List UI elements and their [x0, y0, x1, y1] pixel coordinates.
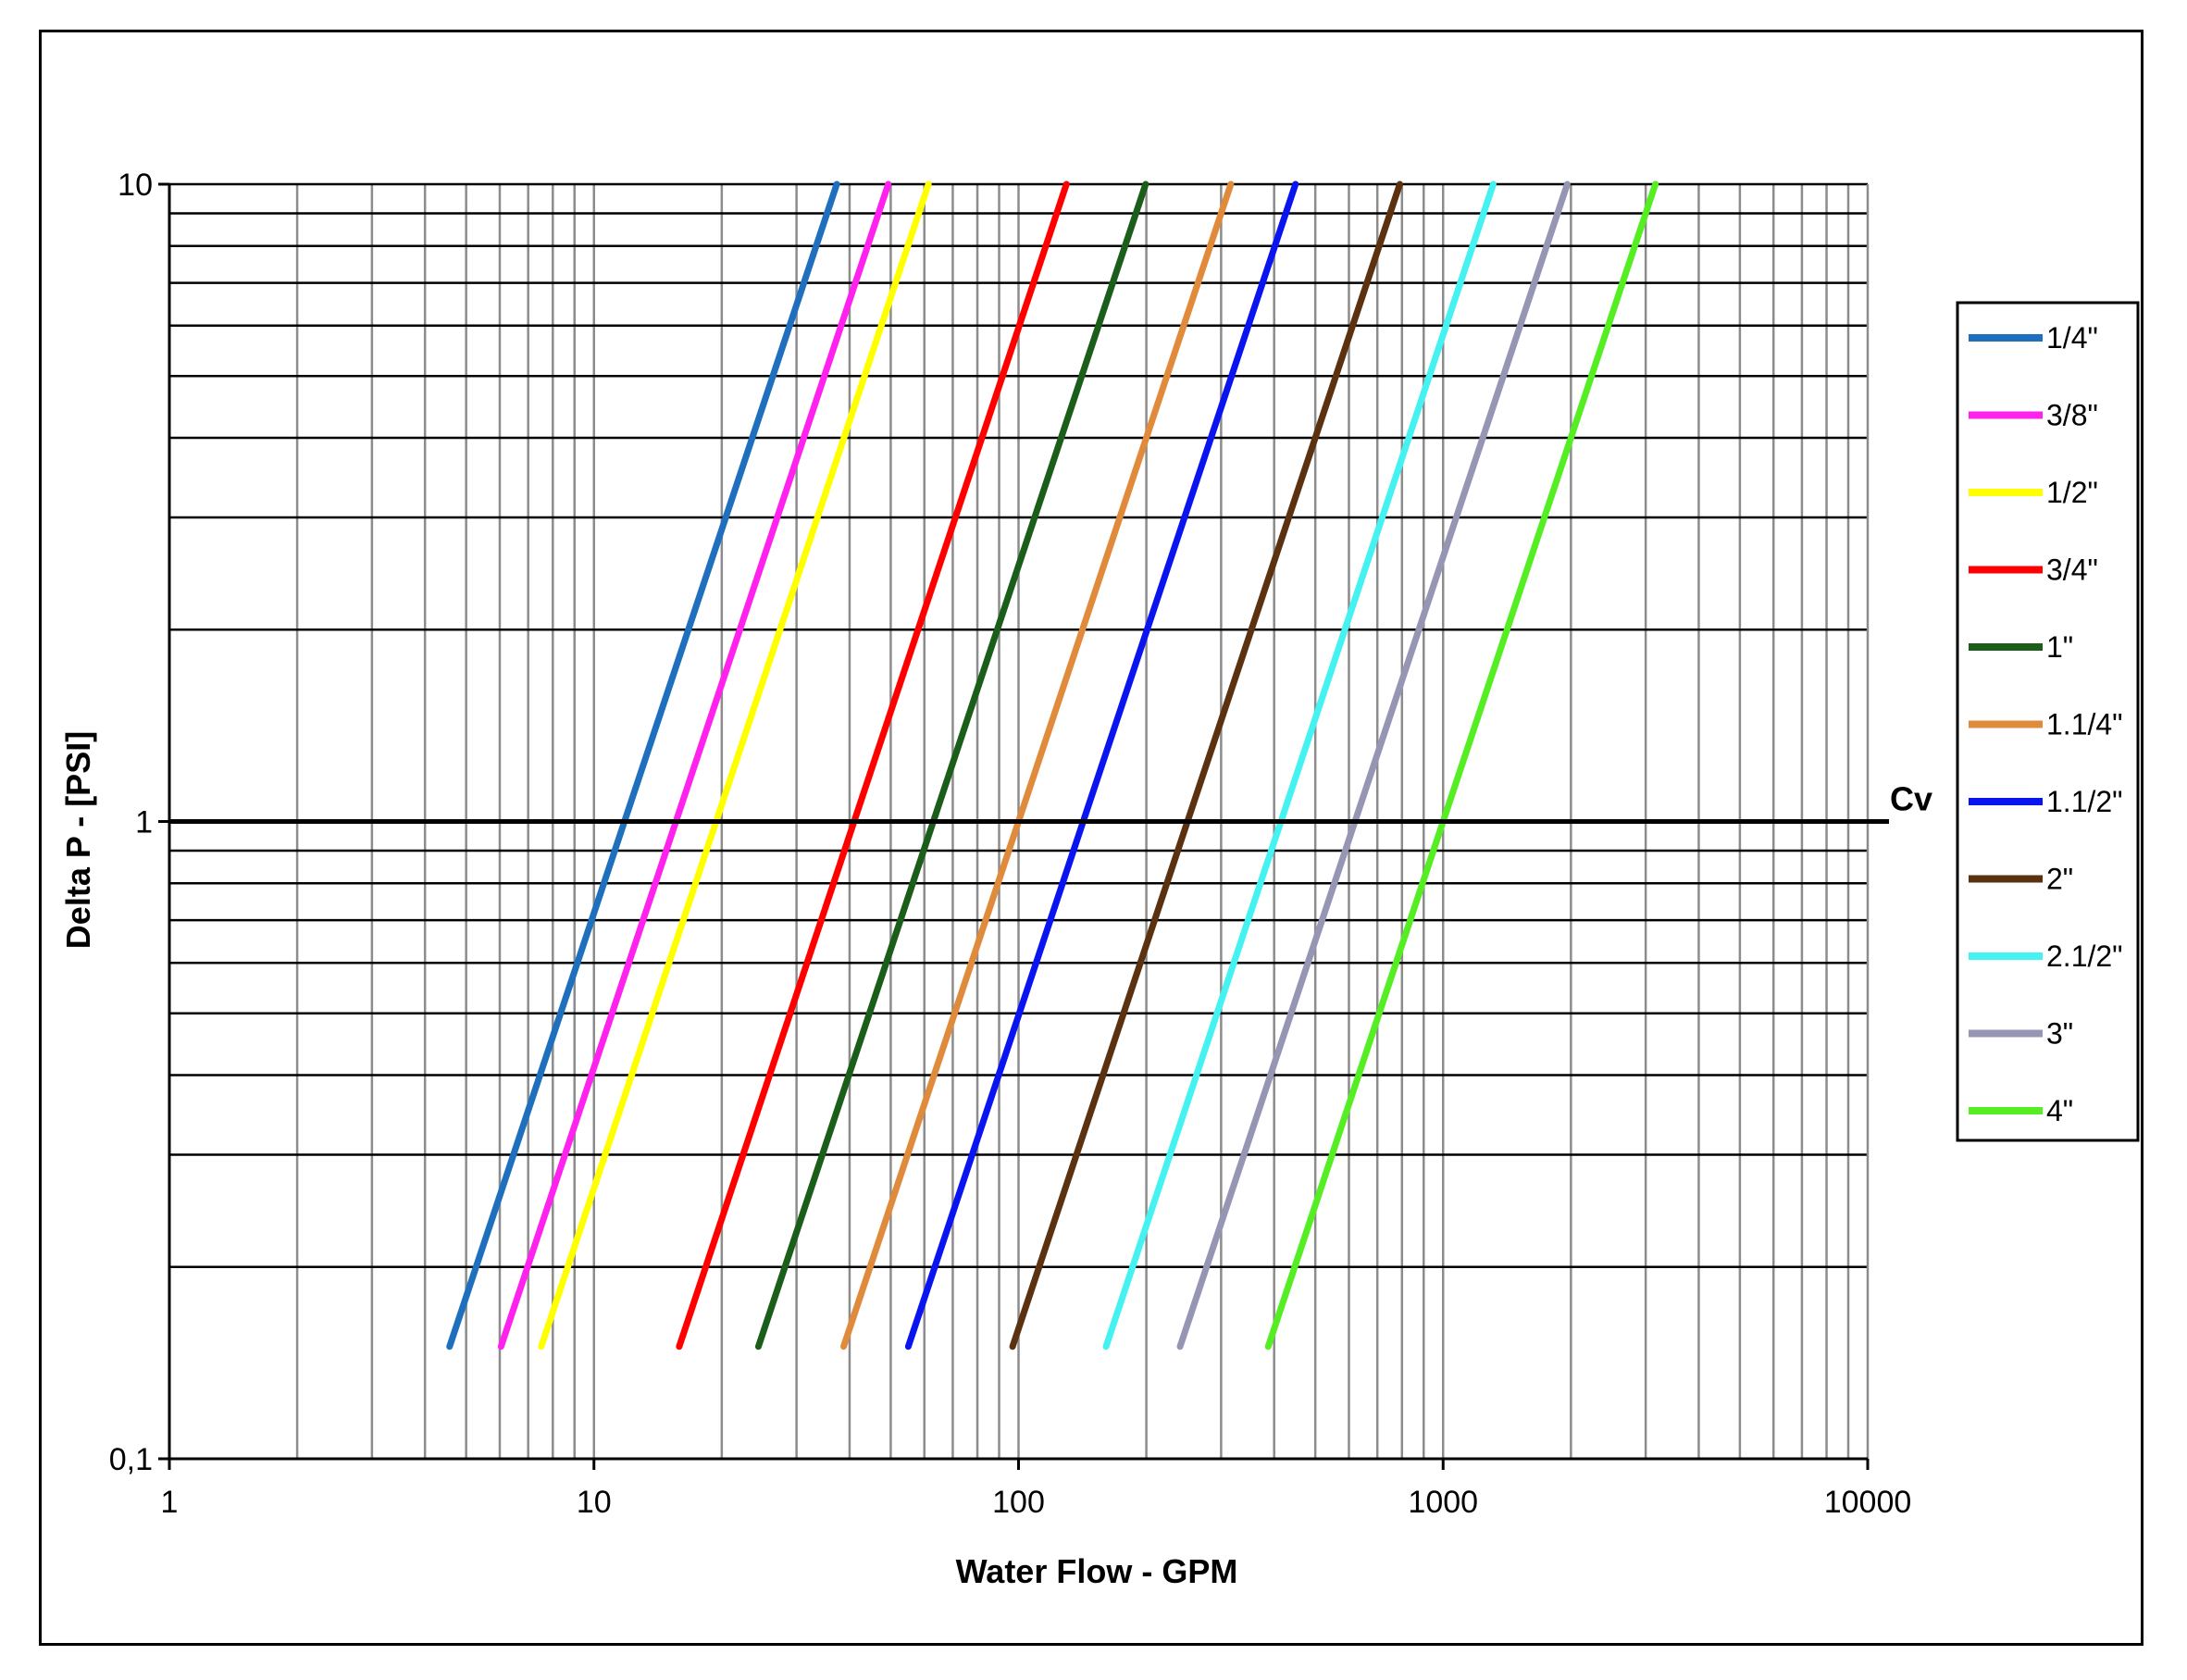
- legend-label-9: 3": [2046, 1017, 2073, 1051]
- legend: 1/4" 3/8" 1/2" 3/4" 1" 1.1/4" 1.1/2" 2" 2.1/2" 3"…: [1956, 301, 2140, 1142]
- x-tick-label: 1000: [1408, 1485, 1478, 1520]
- x-tick-label: 1: [161, 1485, 179, 1520]
- y-tick-label: 1: [135, 805, 153, 840]
- legend-label-0: 1/4": [2046, 321, 2098, 355]
- x-tick-label: 10: [577, 1485, 612, 1520]
- x-axis-title: Water Flow - GPM: [956, 1552, 1238, 1590]
- legend-label-10: 4": [2046, 1094, 2073, 1127]
- legend-label-3: 3/4": [2046, 554, 2098, 587]
- legend-label-1: 3/8": [2046, 399, 2098, 432]
- series-line-3: [676, 180, 1070, 1350]
- series-line-5: [840, 180, 1235, 1350]
- y-tick-label: 0,1: [109, 1442, 153, 1477]
- cv-annotation-label: Cv: [1890, 780, 1932, 818]
- legend-label-4: 1": [2046, 630, 2073, 664]
- series-line-2: [538, 180, 932, 1350]
- series-line-7: [1009, 180, 1403, 1350]
- y-tick-label: 10: [118, 168, 153, 203]
- legend-label-5: 1.1/4": [2046, 708, 2123, 741]
- x-tick-label: 10000: [1824, 1485, 1912, 1520]
- series-line-8: [1102, 180, 1497, 1350]
- series-layer: [446, 180, 1659, 1350]
- chart-frame: Cv 1 10 100 1000 10000 0,1 1 10 Water Flow - GPM…: [39, 30, 2144, 1646]
- legend-label-8: 2.1/2": [2046, 940, 2123, 973]
- legend-label-7: 2": [2046, 863, 2073, 896]
- legend-label-2: 1/2": [2046, 476, 2098, 509]
- x-tick-label: 100: [992, 1485, 1045, 1520]
- series-line-9: [1176, 180, 1571, 1350]
- legend-label-6: 1.1/2": [2046, 785, 2123, 818]
- series-line-4: [754, 180, 1149, 1350]
- series-line-1: [497, 180, 892, 1350]
- series-line-0: [446, 180, 840, 1350]
- y-axis-title: Delta P - [PSI]: [59, 731, 97, 949]
- series-line-6: [904, 180, 1299, 1350]
- series-line-10: [1264, 180, 1659, 1350]
